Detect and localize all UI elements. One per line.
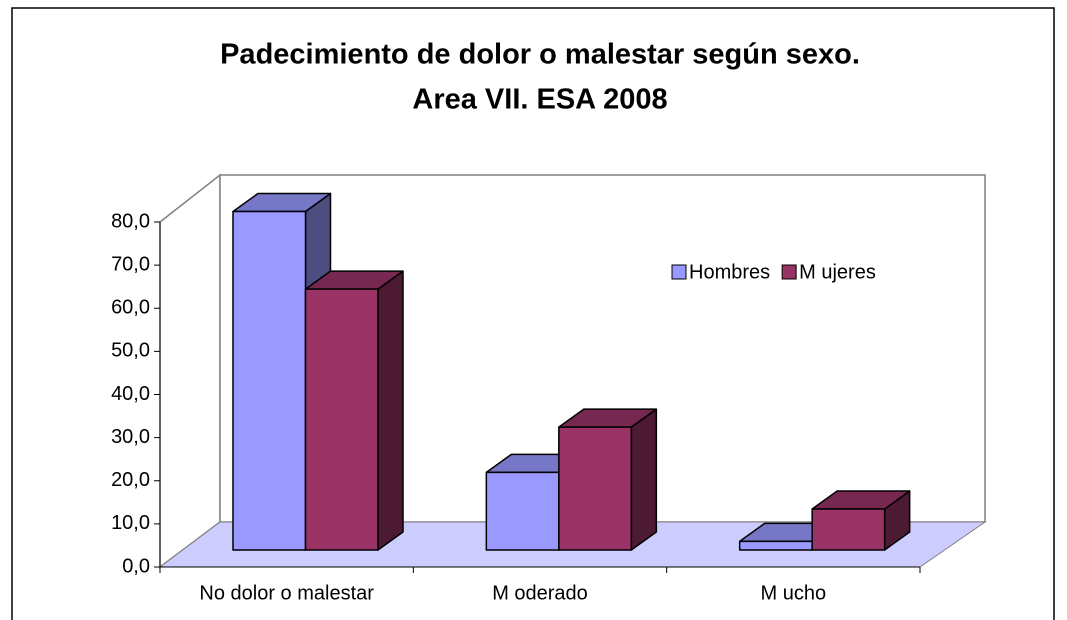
bar: [738, 540, 813, 551]
y-tick-label: 70,0: [111, 253, 150, 275]
y-tick-label: 60,0: [111, 297, 150, 319]
y-tick-label: 0,0: [122, 555, 150, 577]
bar: [485, 471, 560, 551]
bar-side: [630, 408, 658, 551]
y-tick-label: 10,0: [111, 512, 150, 534]
x-tick-label: M ucho: [761, 582, 827, 604]
x-tick-label: M oderado: [492, 582, 588, 604]
y-tick-label: 40,0: [111, 383, 150, 405]
legend-swatch: [781, 264, 797, 280]
bar: [232, 210, 307, 551]
y-tick-label: 50,0: [111, 340, 150, 362]
legend-label: Hombres: [689, 261, 770, 283]
bar: [304, 288, 379, 551]
legend-swatch: [671, 264, 687, 280]
bar-side: [377, 270, 404, 551]
legend-label: M ujeres: [799, 261, 876, 283]
y-tick-label: 20,0: [111, 469, 150, 491]
x-tick-label: No dolor o malestar: [199, 582, 374, 604]
chart-subtitle: Area VII. ESA 2008: [412, 84, 667, 116]
left-wall: [159, 173, 221, 569]
bar: [811, 508, 886, 551]
y-tick-label: 80,0: [111, 210, 150, 232]
bar: [558, 426, 633, 551]
y-tick-label: 30,0: [111, 426, 150, 448]
chart-title: Padecimiento de dolor o malestar según s…: [220, 39, 860, 71]
